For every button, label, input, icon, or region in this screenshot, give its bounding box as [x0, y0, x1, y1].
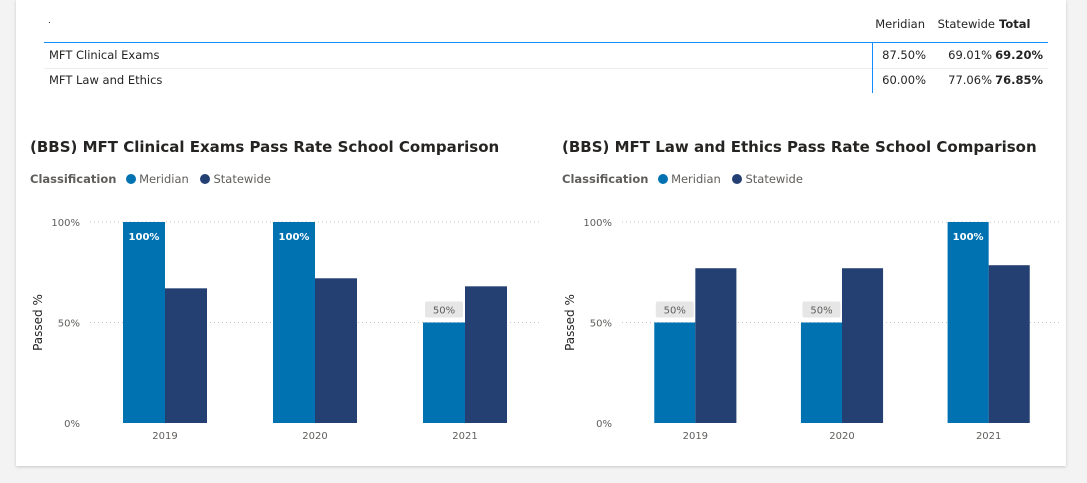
legend-dot-meridian — [658, 174, 669, 184]
chart-title: (BBS) MFT Law and Ethics Pass Rate Schoo… — [562, 138, 1037, 156]
legend-label: Statewide — [213, 172, 271, 186]
legend-item-meridian[interactable]: Meridian — [658, 172, 721, 186]
legend-dot-statewide — [200, 174, 211, 184]
y-tick-label: 0% — [596, 419, 612, 430]
data-label: 100% — [953, 232, 984, 243]
chart-plot[interactable]: Passed % 0% 50% 100% 50% 2019 50% 2020 100% 2021 — [562, 206, 1062, 446]
legend-label: Statewide — [745, 172, 803, 186]
matrix-cell-statewide: 69.01% — [948, 48, 992, 62]
matrix-row-label: MFT Law and Ethics — [49, 73, 163, 87]
bar-meridian-2019[interactable] — [123, 222, 165, 423]
y-tick-label: 100% — [583, 218, 612, 229]
matrix-col-meridian[interactable]: Meridian — [875, 17, 925, 31]
law-ethics-chart[interactable]: (BBS) MFT Law and Ethics Pass Rate Schoo… — [562, 128, 1072, 448]
bar-meridian-2021[interactable] — [947, 222, 989, 423]
legend-label: Meridian — [139, 172, 189, 186]
y-axis-label: Passed % — [563, 294, 577, 351]
matrix-corner-mark: . — [48, 16, 51, 26]
chart-title: (BBS) MFT Clinical Exams Pass Rate Schoo… — [30, 138, 500, 156]
x-tick-label: 2021 — [452, 431, 477, 442]
matrix-cell-total: 76.85% — [995, 73, 1043, 87]
data-label: 50% — [664, 306, 686, 317]
summary-matrix[interactable]: . Meridian Statewide Total MFT Clinical … — [44, 12, 1048, 94]
matrix-cell-statewide: 77.06% — [948, 73, 992, 87]
clinical-exams-chart[interactable]: (BBS) MFT Clinical Exams Pass Rate Schoo… — [30, 128, 540, 448]
data-label: 50% — [810, 306, 832, 317]
y-axis-label: Passed % — [31, 294, 45, 351]
matrix-column-divider — [872, 43, 873, 93]
x-tick-label: 2020 — [302, 431, 327, 442]
y-tick-label: 0% — [64, 419, 80, 430]
x-tick-label: 2021 — [976, 431, 1001, 442]
matrix-col-total[interactable]: Total — [999, 17, 1031, 31]
legend-item-statewide[interactable]: Statewide — [732, 172, 803, 186]
matrix-cell-total: 69.20% — [995, 48, 1043, 62]
y-tick-label: 50% — [58, 319, 80, 330]
bar-statewide-2019[interactable] — [695, 268, 737, 423]
chart-legend: Classification Meridian Statewide — [30, 172, 279, 188]
bar-meridian-2020[interactable] — [800, 322, 842, 424]
data-label: 100% — [279, 232, 310, 243]
x-tick-label: 2019 — [683, 431, 708, 442]
x-tick-label: 2019 — [152, 431, 177, 442]
y-tick-label: 100% — [51, 218, 80, 229]
data-label: 100% — [129, 232, 160, 243]
matrix-col-statewide[interactable]: Statewide — [937, 17, 995, 31]
legend-dot-meridian — [126, 174, 137, 184]
data-label: 50% — [433, 306, 455, 317]
bar-meridian-2019[interactable] — [654, 322, 696, 424]
matrix-row-divider — [44, 68, 1048, 69]
legend-item-statewide[interactable]: Statewide — [200, 172, 271, 186]
bar-statewide-2021[interactable] — [465, 286, 507, 423]
data-label-background — [425, 301, 463, 318]
matrix-header-divider — [44, 42, 1048, 43]
report-card: . Meridian Statewide Total MFT Clinical … — [16, 0, 1066, 466]
data-label-background — [802, 301, 841, 318]
matrix-row[interactable]: MFT Clinical Exams 87.50% 69.01% 69.20% — [44, 43, 1048, 68]
bar-statewide-2020[interactable] — [315, 278, 357, 423]
legend-title: Classification — [562, 172, 649, 186]
bar-statewide-2021[interactable] — [988, 265, 1030, 423]
chart-legend: Classification Meridian Statewide — [562, 172, 811, 188]
matrix-cell-meridian: 60.00% — [882, 73, 926, 87]
matrix-row[interactable]: MFT Law and Ethics 60.00% 77.06% 76.85% — [44, 68, 1048, 93]
legend-item-meridian[interactable]: Meridian — [126, 172, 189, 186]
legend-title: Classification — [30, 172, 117, 186]
matrix-cell-meridian: 87.50% — [882, 48, 926, 62]
bar-meridian-2021[interactable] — [423, 322, 465, 424]
x-tick-label: 2020 — [829, 431, 854, 442]
matrix-row-label: MFT Clinical Exams — [49, 48, 160, 62]
y-tick-label: 50% — [590, 319, 612, 330]
bar-statewide-2020[interactable] — [842, 268, 884, 423]
chart-plot[interactable]: Passed % 0% 50% 100% 100% 2019 100% 2020 50% 2021 — [30, 206, 540, 446]
bar-statewide-2019[interactable] — [165, 288, 207, 423]
legend-label: Meridian — [671, 172, 721, 186]
bar-meridian-2020[interactable] — [273, 222, 315, 423]
data-label-background — [655, 301, 694, 318]
legend-dot-statewide — [732, 174, 743, 184]
